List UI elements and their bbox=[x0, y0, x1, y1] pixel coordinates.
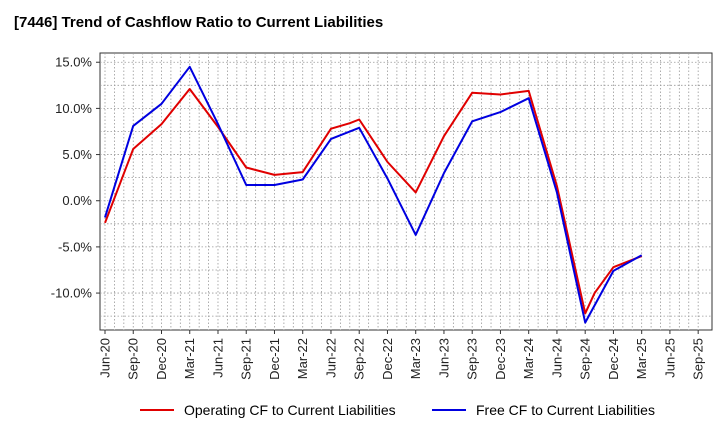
y-tick-label: -5.0% bbox=[58, 239, 92, 254]
x-tick-label: Dec-20 bbox=[154, 338, 169, 380]
y-tick-label: 10.0% bbox=[55, 101, 92, 116]
x-tick-label: Jun-24 bbox=[549, 338, 564, 378]
x-tick-label: Sep-23 bbox=[465, 338, 480, 380]
x-tick-label: Sep-21 bbox=[239, 338, 254, 380]
legend-item-free-cf: Free CF to Current Liabilities bbox=[432, 402, 655, 418]
y-axis-ticks: 15.0% 10.0% 5.0% 0.0% -5.0% -10.0% bbox=[51, 55, 100, 301]
y-tick-label: -10.0% bbox=[51, 286, 93, 301]
x-tick-label: Sep-25 bbox=[691, 338, 706, 380]
x-tick-label: Jun-20 bbox=[98, 338, 113, 378]
x-tick-label: Mar-23 bbox=[408, 338, 423, 379]
x-tick-label: Dec-24 bbox=[606, 338, 621, 380]
x-tick-label: Sep-22 bbox=[352, 338, 367, 380]
grid-layer bbox=[100, 53, 712, 330]
x-tick-label: Mar-22 bbox=[295, 338, 310, 379]
y-tick-label: 0.0% bbox=[62, 193, 92, 208]
legend-swatch-operating-cf bbox=[140, 409, 174, 411]
y-tick-label: 5.0% bbox=[62, 147, 92, 162]
x-axis-ticks: Jun-20 Sep-20 Dec-20 Mar-21 Jun-21 Sep-21 Dec-… bbox=[98, 330, 706, 380]
legend-item-operating-cf: Operating CF to Current Liabilities bbox=[140, 402, 396, 418]
cashflow-ratio-line-chart: 15.0% 10.0% 5.0% 0.0% -5.0% -10.0% Jun-20 Sep-… bbox=[51, 52, 713, 380]
x-tick-label: Jun-22 bbox=[323, 338, 338, 378]
x-tick-label: Mar-24 bbox=[521, 338, 536, 379]
y-tick-label: 15.0% bbox=[55, 55, 92, 70]
chart-title: [7446] Trend of Cashflow Ratio to Curren… bbox=[14, 14, 384, 31]
x-tick-label: Jun-25 bbox=[662, 338, 677, 378]
legend-label-operating-cf: Operating CF to Current Liabilities bbox=[184, 402, 396, 418]
legend-label-free-cf: Free CF to Current Liabilities bbox=[476, 402, 655, 418]
x-tick-label: Mar-25 bbox=[634, 338, 649, 379]
x-tick-label: Dec-21 bbox=[267, 338, 282, 380]
x-tick-label: Dec-22 bbox=[380, 338, 395, 380]
x-tick-label: Jun-21 bbox=[210, 338, 225, 378]
chart-legend: Operating CF to Current Liabilities Free… bbox=[0, 402, 720, 428]
series-line-operating-cf bbox=[104, 88, 643, 315]
x-tick-label: Sep-24 bbox=[578, 338, 593, 380]
series-layer bbox=[104, 65, 643, 324]
x-tick-label: Jun-23 bbox=[436, 338, 451, 378]
series-line-free-cf bbox=[104, 65, 643, 324]
x-tick-label: Sep-20 bbox=[126, 338, 141, 380]
legend-swatch-free-cf bbox=[432, 409, 466, 411]
x-tick-label: Mar-21 bbox=[182, 338, 197, 379]
x-tick-label: Dec-23 bbox=[493, 338, 508, 380]
